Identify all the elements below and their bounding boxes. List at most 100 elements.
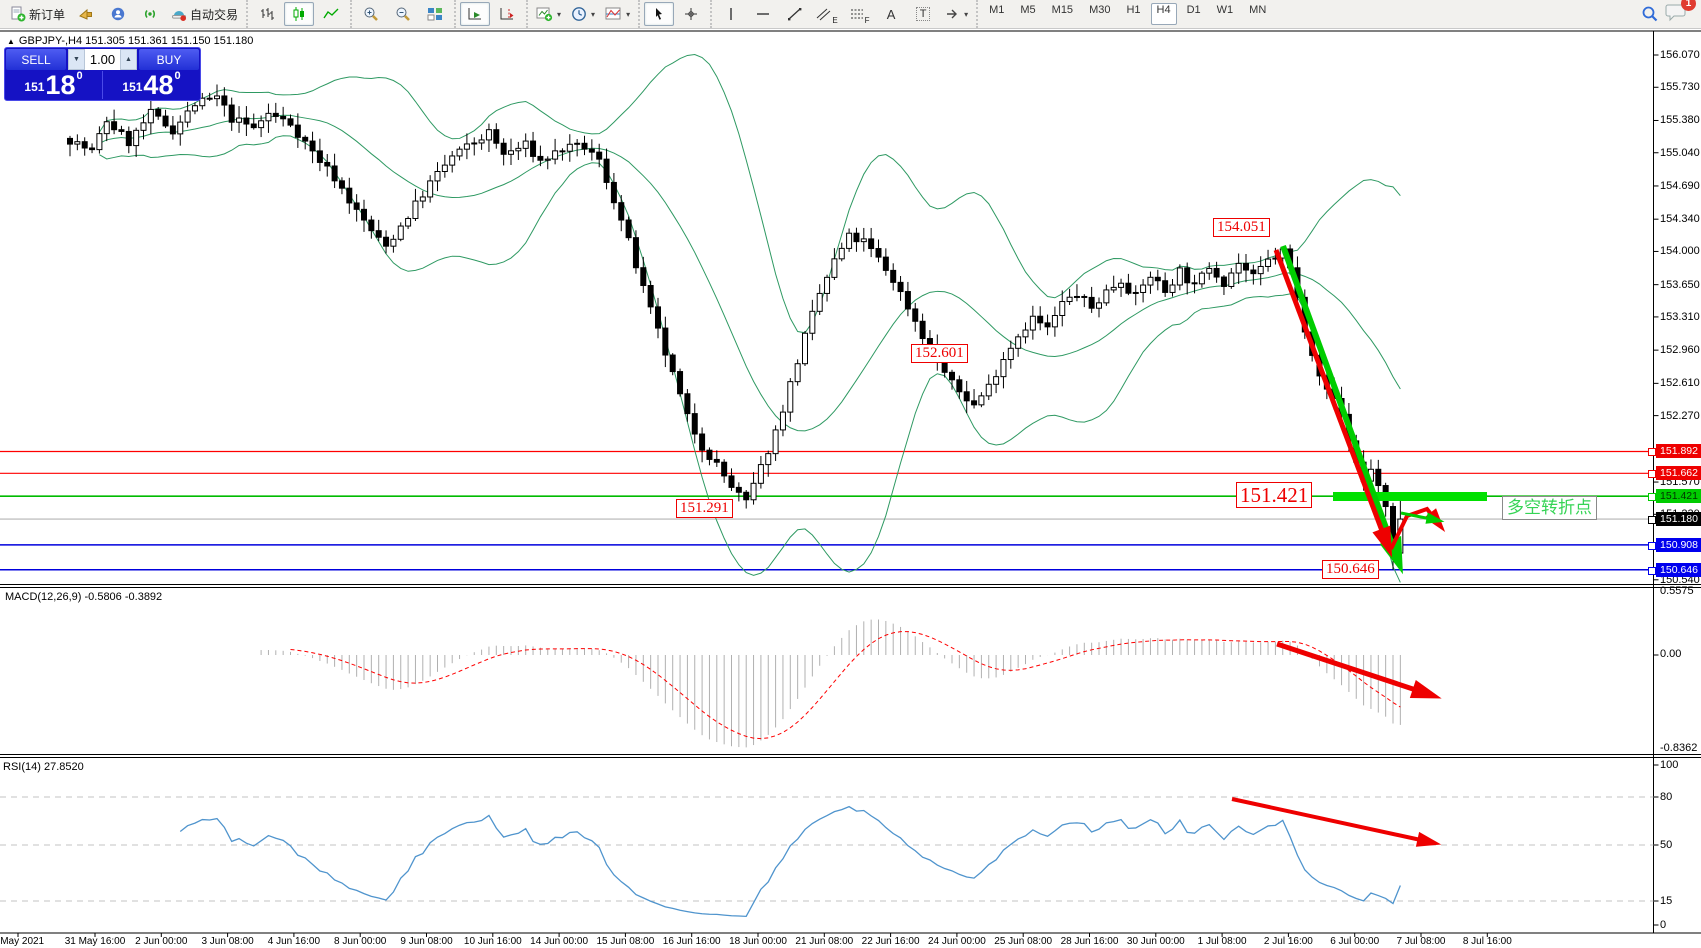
notification-badge: 1 (1681, 0, 1696, 11)
fibonacci-icon (849, 6, 866, 22)
bar-chart-button[interactable] (252, 2, 282, 26)
macd-value-signal: -0.3892 (124, 591, 163, 603)
rsi-axis-label: 50 (1660, 839, 1673, 851)
search-icon (1641, 5, 1659, 23)
axis-tick-label: 154.690 (1660, 179, 1700, 192)
community-button[interactable] (103, 2, 133, 26)
timeframe-button-h4[interactable]: H4 (1150, 3, 1177, 25)
sell-price[interactable]: 151 18 0 (5, 71, 102, 99)
time-tick-label: 8 Jul 16:00 (1462, 936, 1512, 947)
trendline-icon (787, 6, 803, 22)
badge-connector (1648, 493, 1656, 502)
channel-tool[interactable]: E (812, 2, 842, 26)
buy-button[interactable]: BUY (139, 49, 199, 70)
price-flag: 154.051 (1213, 218, 1270, 238)
text-tool[interactable]: A (876, 2, 906, 26)
equidistant-channel-icon (816, 6, 833, 22)
chart-shift-icon (499, 6, 515, 22)
search-button[interactable] (1635, 2, 1665, 26)
timeframe-button-m15[interactable]: M15 (1051, 4, 1074, 16)
fibo-glyph: F (864, 16, 870, 25)
horizontal-line-icon (755, 6, 771, 22)
axis-tick-label: 155.380 (1660, 114, 1700, 127)
timeframe-button-w1[interactable]: W1 (1216, 4, 1234, 16)
chevron-down-icon: ▾ (591, 9, 596, 19)
timeframe-button-d1[interactable]: D1 (1186, 4, 1201, 16)
timeframe-button-mn[interactable]: MN (1249, 4, 1267, 16)
badge-connector (1648, 541, 1656, 550)
signal-icon (142, 6, 158, 22)
chart-shift-button[interactable] (492, 2, 522, 26)
time-tick-label: 2 Jun 00:00 (135, 936, 188, 947)
macd-axis-label: -0.8362 (1660, 742, 1698, 754)
time-tick-label: 25 Jun 08:00 (994, 936, 1053, 947)
vertical-line-tool[interactable] (716, 2, 746, 26)
chat-button[interactable]: 1 (1665, 0, 1696, 27)
arrows-tool[interactable]: ▾ (940, 2, 972, 26)
new-order-button[interactable]: 新订单 (6, 2, 69, 26)
chevron-down-icon: ▾ (626, 9, 631, 19)
periods-button[interactable]: ▾ (567, 2, 599, 26)
zoom-in-button[interactable] (356, 2, 386, 26)
timeframe-button-h1[interactable]: H1 (1126, 4, 1141, 16)
templates-button[interactable]: ▾ (601, 2, 634, 26)
zoom-out-button[interactable] (388, 2, 418, 26)
line-chart-button[interactable] (316, 2, 346, 26)
rsi-axis-label: 80 (1660, 791, 1673, 803)
axis-tick-label: 153.310 (1660, 310, 1700, 323)
symbol-title: ▲ GBPJPY-,H4 151.305 151.361 151.150 151.… (7, 35, 253, 47)
time-tick-label: 8 May 2021 (0, 936, 45, 947)
volume-increase-button[interactable]: ▲ (120, 49, 137, 70)
auto-scroll-button[interactable] (460, 2, 491, 26)
text-label-tool[interactable]: T (908, 2, 938, 26)
time-tick-label: 9 Jun 08:00 (400, 936, 453, 947)
horizontal-line-tool[interactable] (748, 2, 778, 26)
rsi-axis-label: 100 (1660, 759, 1679, 771)
price-flag: 151.291 (676, 499, 733, 519)
trendline-tool[interactable] (780, 2, 810, 26)
sell-price-pips: 18 (45, 70, 76, 101)
crosshair-tool-button[interactable] (676, 2, 706, 26)
new-order-label: 新订单 (29, 7, 66, 22)
badge-connector (1648, 448, 1656, 457)
tile-windows-button[interactable] (420, 2, 450, 26)
cursor-tool-button[interactable] (644, 2, 675, 26)
fibonacci-tool[interactable]: F (844, 2, 874, 26)
turn-point-annotation: 多空转折点 (1502, 496, 1597, 521)
axis-tick-label: 152.610 (1660, 377, 1700, 390)
time-tick-label: 7 Jul 08:00 (1396, 936, 1446, 947)
candlestick-chart-button[interactable] (284, 2, 315, 26)
sell-button[interactable]: SELL (6, 49, 66, 70)
bar-chart-icon (259, 6, 275, 22)
price-badge: 151.421 (1648, 489, 1701, 504)
auto-scroll-icon (467, 6, 483, 22)
time-tick-label: 22 Jun 16:00 (861, 936, 920, 947)
axis-tick-label: 156.070 (1660, 49, 1700, 61)
auto-trading-button[interactable]: 自动交易 (167, 2, 242, 26)
rsi-axis-label: 0 (1660, 919, 1667, 931)
axis-tick-label: 154.000 (1660, 245, 1700, 258)
sell-price-point: 0 (76, 70, 83, 82)
tile-windows-icon (427, 6, 443, 22)
macd-axis-label: 0.00 (1660, 648, 1682, 660)
time-tick-label: 24 Jun 00:00 (927, 936, 986, 947)
volume-decrease-button[interactable]: ▼ (68, 49, 85, 70)
timeframe-button-m30[interactable]: M30 (1089, 4, 1111, 16)
vertical-line-icon (725, 6, 737, 22)
horn-button[interactable] (71, 2, 101, 26)
axis-tick-label: 154.340 (1660, 213, 1700, 226)
time-tick-label: 6 Jul 00:00 (1330, 936, 1380, 947)
timeframe-button-m1[interactable]: M1 (989, 4, 1005, 16)
buy-price[interactable]: 151 48 0 (102, 71, 200, 99)
candlestick-chart-icon (291, 6, 307, 22)
buy-price-pips: 48 (143, 70, 174, 101)
signal-button[interactable] (135, 2, 165, 26)
time-tick-label: 10 Jun 16:00 (463, 936, 522, 947)
label-tool-glyph: T (915, 7, 931, 21)
timeframe-button-m5[interactable]: M5 (1020, 4, 1036, 16)
indicators-button[interactable]: ▾ (532, 2, 565, 26)
price-badge: 151.662 (1648, 466, 1701, 481)
volume-input[interactable] (85, 49, 120, 70)
axis-tick-label: 153.650 (1660, 278, 1700, 291)
